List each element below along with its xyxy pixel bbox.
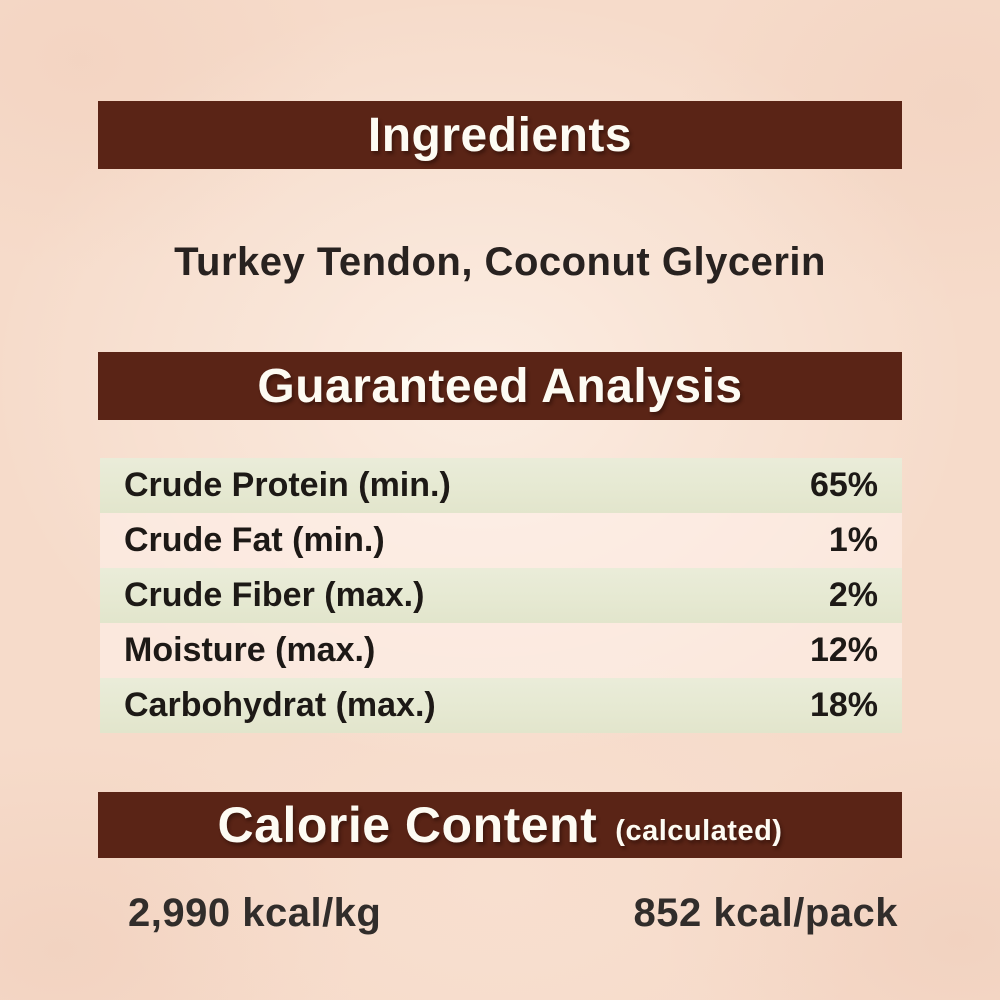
row-value: 12%	[809, 631, 878, 669]
row-label: Moisture (max.)	[124, 631, 376, 669]
table-row: Moisture (max.) 12%	[100, 623, 902, 678]
table-row: Crude Protein (min.) 65%	[100, 458, 902, 513]
guaranteed-analysis-table: Crude Protein (min.) 65% Crude Fat (min.…	[100, 458, 902, 733]
row-value: 18%	[809, 686, 878, 724]
calorie-content-subtitle: (calculated)	[615, 814, 783, 847]
calorie-values-row: 2,990 kcal/kg 852 kcal/pack	[98, 891, 902, 936]
kcal-per-pack-value: 852 kcal/pack	[633, 891, 898, 935]
table-row: Crude Fat (min.) 1%	[100, 513, 902, 568]
kcal-per-kg-value: 2,990 kcal/kg	[128, 891, 382, 935]
ingredients-header-bar: Ingredients	[98, 101, 902, 169]
row-value: 2%	[828, 576, 878, 614]
ingredients-list: Turkey Tendon, Coconut Glycerin	[174, 240, 826, 284]
guaranteed-analysis-header-bar: Guaranteed Analysis	[98, 352, 902, 420]
row-value: 1%	[828, 521, 878, 559]
table-row: Crude Fiber (max.) 2%	[100, 568, 902, 623]
row-label: Crude Fiber (max.)	[124, 576, 425, 614]
row-value: 65%	[809, 466, 878, 504]
calorie-content-header-bar: Calorie Content (calculated)	[98, 792, 902, 858]
guaranteed-analysis-title: Guaranteed Analysis	[257, 359, 743, 413]
row-label: Carbohydrat (max.)	[124, 686, 436, 724]
calorie-content-title: Calorie Content	[217, 797, 598, 853]
table-row: Carbohydrat (max.) 18%	[100, 678, 902, 733]
row-label: Crude Fat (min.)	[124, 521, 385, 559]
row-label: Crude Protein (min.)	[124, 466, 451, 504]
ingredients-title: Ingredients	[367, 108, 633, 162]
